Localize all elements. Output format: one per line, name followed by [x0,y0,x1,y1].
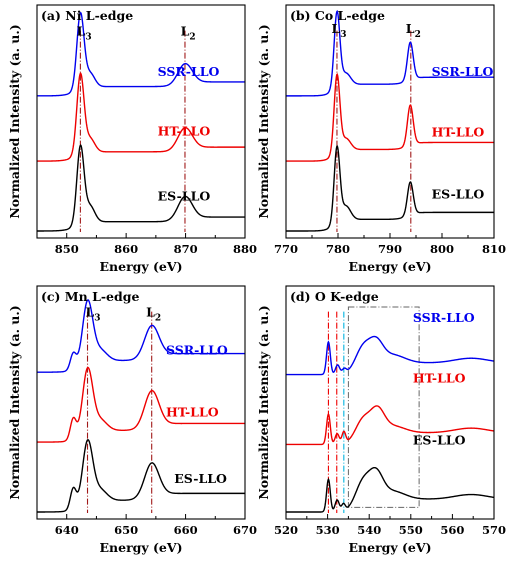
series-line-ht-llo [37,366,245,443]
series-line-es-llo [286,466,495,513]
y-axis-label: Normalized Intensity (a. u.) [256,305,271,499]
x-tick-label: 550 [399,523,423,537]
series-label: HT-LLO [158,123,211,138]
y-axis-label: Normalized Intensity (a. u.) [256,24,271,218]
panel-title: (d) O K-edge [290,289,379,304]
series-line-es-llo [37,439,245,513]
y-axis-label: Normalized Intensity (a. u.) [7,305,22,499]
series-label: HT-LLO [166,404,219,419]
x-tick-label: 570 [482,523,506,537]
series-label: ES-LLO [413,432,466,447]
x-tick-label: 520 [274,523,298,537]
series-label: SSR-LLO [413,310,475,325]
y-axis-label: Normalized Intensity (a. u.) [7,24,22,218]
series-line-ssr-llo [37,299,245,373]
series-label: ES-LLO [158,189,211,204]
x-axis-label: Energy (eV) [349,540,432,555]
series-label: ES-LLO [174,471,227,486]
series-line-ssr-llo [286,335,495,376]
peak-label: L2 [146,304,161,323]
x-tick-label: 870 [174,242,198,256]
peak-label: L3 [331,21,346,40]
x-tick-label: 770 [274,242,298,256]
x-tick-label: 540 [357,523,381,537]
series-label: SSR-LLO [166,343,228,358]
plot-frame [36,285,246,520]
panel-4: SSR-LLO HT-LLO ES-LLO 520 530 540 550 560 570 Ene… [256,285,506,555]
panel-title: (a) Ni L-edge [41,8,133,23]
x-tick-label: 880 [233,242,257,256]
peak-label: L2 [406,21,421,40]
series-label: ES-LLO [432,186,485,201]
x-tick-label: 560 [440,523,464,537]
series-line-ht-llo [37,72,245,162]
x-tick-label: 650 [114,523,138,537]
series-line-ssr-llo [37,11,245,97]
panel-title: (b) Co L-edge [290,8,385,23]
panel-2: SSR-LLO HT-LLO ES-LLO L3 L2 770 780 790 800 810 En… [256,4,506,274]
series-line-ht-llo [286,405,495,446]
peak-label: L2 [181,23,196,42]
x-axis-label: Energy (eV) [349,259,432,274]
plot-frame [285,4,495,239]
x-tick-label: 530 [316,523,340,537]
series-label: HT-LLO [432,125,485,140]
x-axis-label: Energy (eV) [100,540,183,555]
x-tick-label: 850 [55,242,79,256]
plot-frame [36,4,246,239]
series-line-ht-llo [286,72,494,162]
panel-title: (c) Mn L-edge [41,289,139,304]
series-line-es-llo [286,144,494,232]
x-tick-label: 800 [430,242,454,256]
x-tick-label: 640 [55,523,79,537]
x-tick-label: 660 [174,523,198,537]
x-tick-label: 810 [482,242,506,256]
highlight-box [347,306,420,508]
series-label: SSR-LLO [432,64,494,79]
x-tick-label: 860 [114,242,138,256]
series-label: SSR-LLO [158,64,220,79]
x-tick-label: 780 [326,242,350,256]
x-tick-label: 790 [378,242,402,256]
x-tick-label: 670 [233,523,257,537]
series-line-ssr-llo [286,9,494,97]
series-label: HT-LLO [413,371,466,386]
series-line-es-llo [37,144,245,232]
x-axis-label: Energy (eV) [100,259,183,274]
